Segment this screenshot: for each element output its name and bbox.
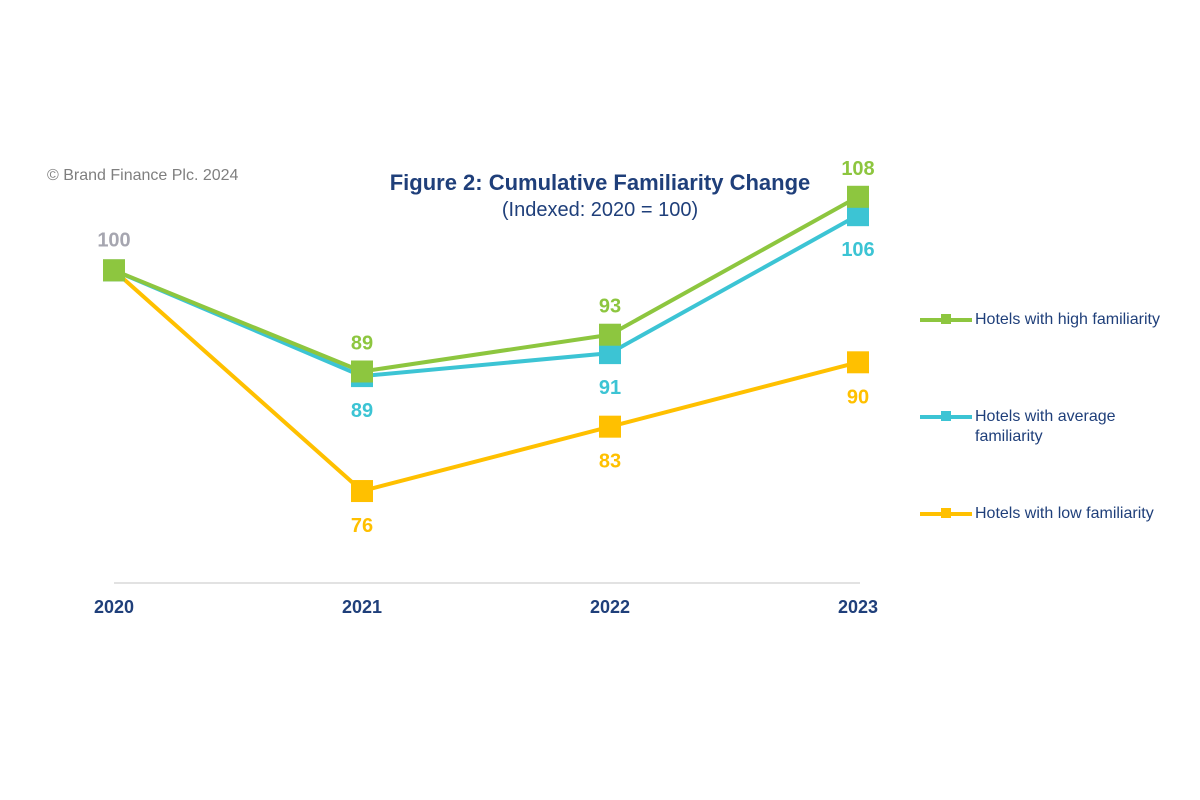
marker-low-2023 [847,351,869,374]
x-tick-label-2021: 2021 [342,597,382,617]
series-markers [103,185,869,503]
legend-label-low: Hotels with low familiarity [975,505,1154,522]
marker-high-2023 [847,185,869,208]
data-label-high-2022: 93 [599,296,621,318]
legend-swatch-high [920,314,972,324]
marker-low-2021 [351,480,373,503]
marker-high-2022 [599,323,621,346]
data-labels: 76 83 90 89 91 106 89 93 108 100 [97,158,874,537]
marker-high-2020 [103,259,125,282]
data-label-high-2023: 108 [841,158,874,180]
series-lines [112,195,859,494]
series-line-high [113,195,859,374]
x-tick-label-2022: 2022 [590,597,630,617]
series-line-low [112,268,859,494]
marker-average-2022 [599,342,621,365]
marker-low-2022 [599,415,621,438]
x-tick-labels: 2020 2021 2022 2023 [94,597,878,617]
series-line-average [113,213,859,379]
legend-swatch-average [920,411,972,421]
legend-label-average: Hotels with average familiarity [975,408,1116,445]
marker-high-2021 [351,360,373,383]
x-tick-label-2023: 2023 [838,597,878,617]
data-label-average-2023: 106 [841,239,874,261]
data-label-low-2021: 76 [351,515,373,537]
legend-item-high: Hotels with high familiarity [920,310,1180,354]
legend-item-average: Hotels with average familiarity [920,407,1180,451]
data-label-low-2022: 83 [599,451,621,473]
chart-subtitle: (Indexed: 2020 = 100) [501,199,699,221]
copyright-notice: © Brand Finance Plc. 2024 [47,167,239,184]
legend-item-low: Hotels with low familiarity [920,504,1180,548]
data-label-start-2020: 100 [97,229,130,251]
legend-swatch-low [920,508,972,518]
data-label-high-2021: 89 [351,333,373,355]
legend-label-high: Hotels with high familiarity [975,311,1160,328]
data-label-average-2022: 91 [599,377,621,399]
data-label-average-2021: 89 [351,400,373,422]
data-label-low-2023: 90 [847,386,869,408]
chart-title: Figure 2: Cumulative Familiarity Change [389,170,811,195]
x-tick-label-2020: 2020 [94,597,134,617]
marker-average-2023 [847,204,869,227]
